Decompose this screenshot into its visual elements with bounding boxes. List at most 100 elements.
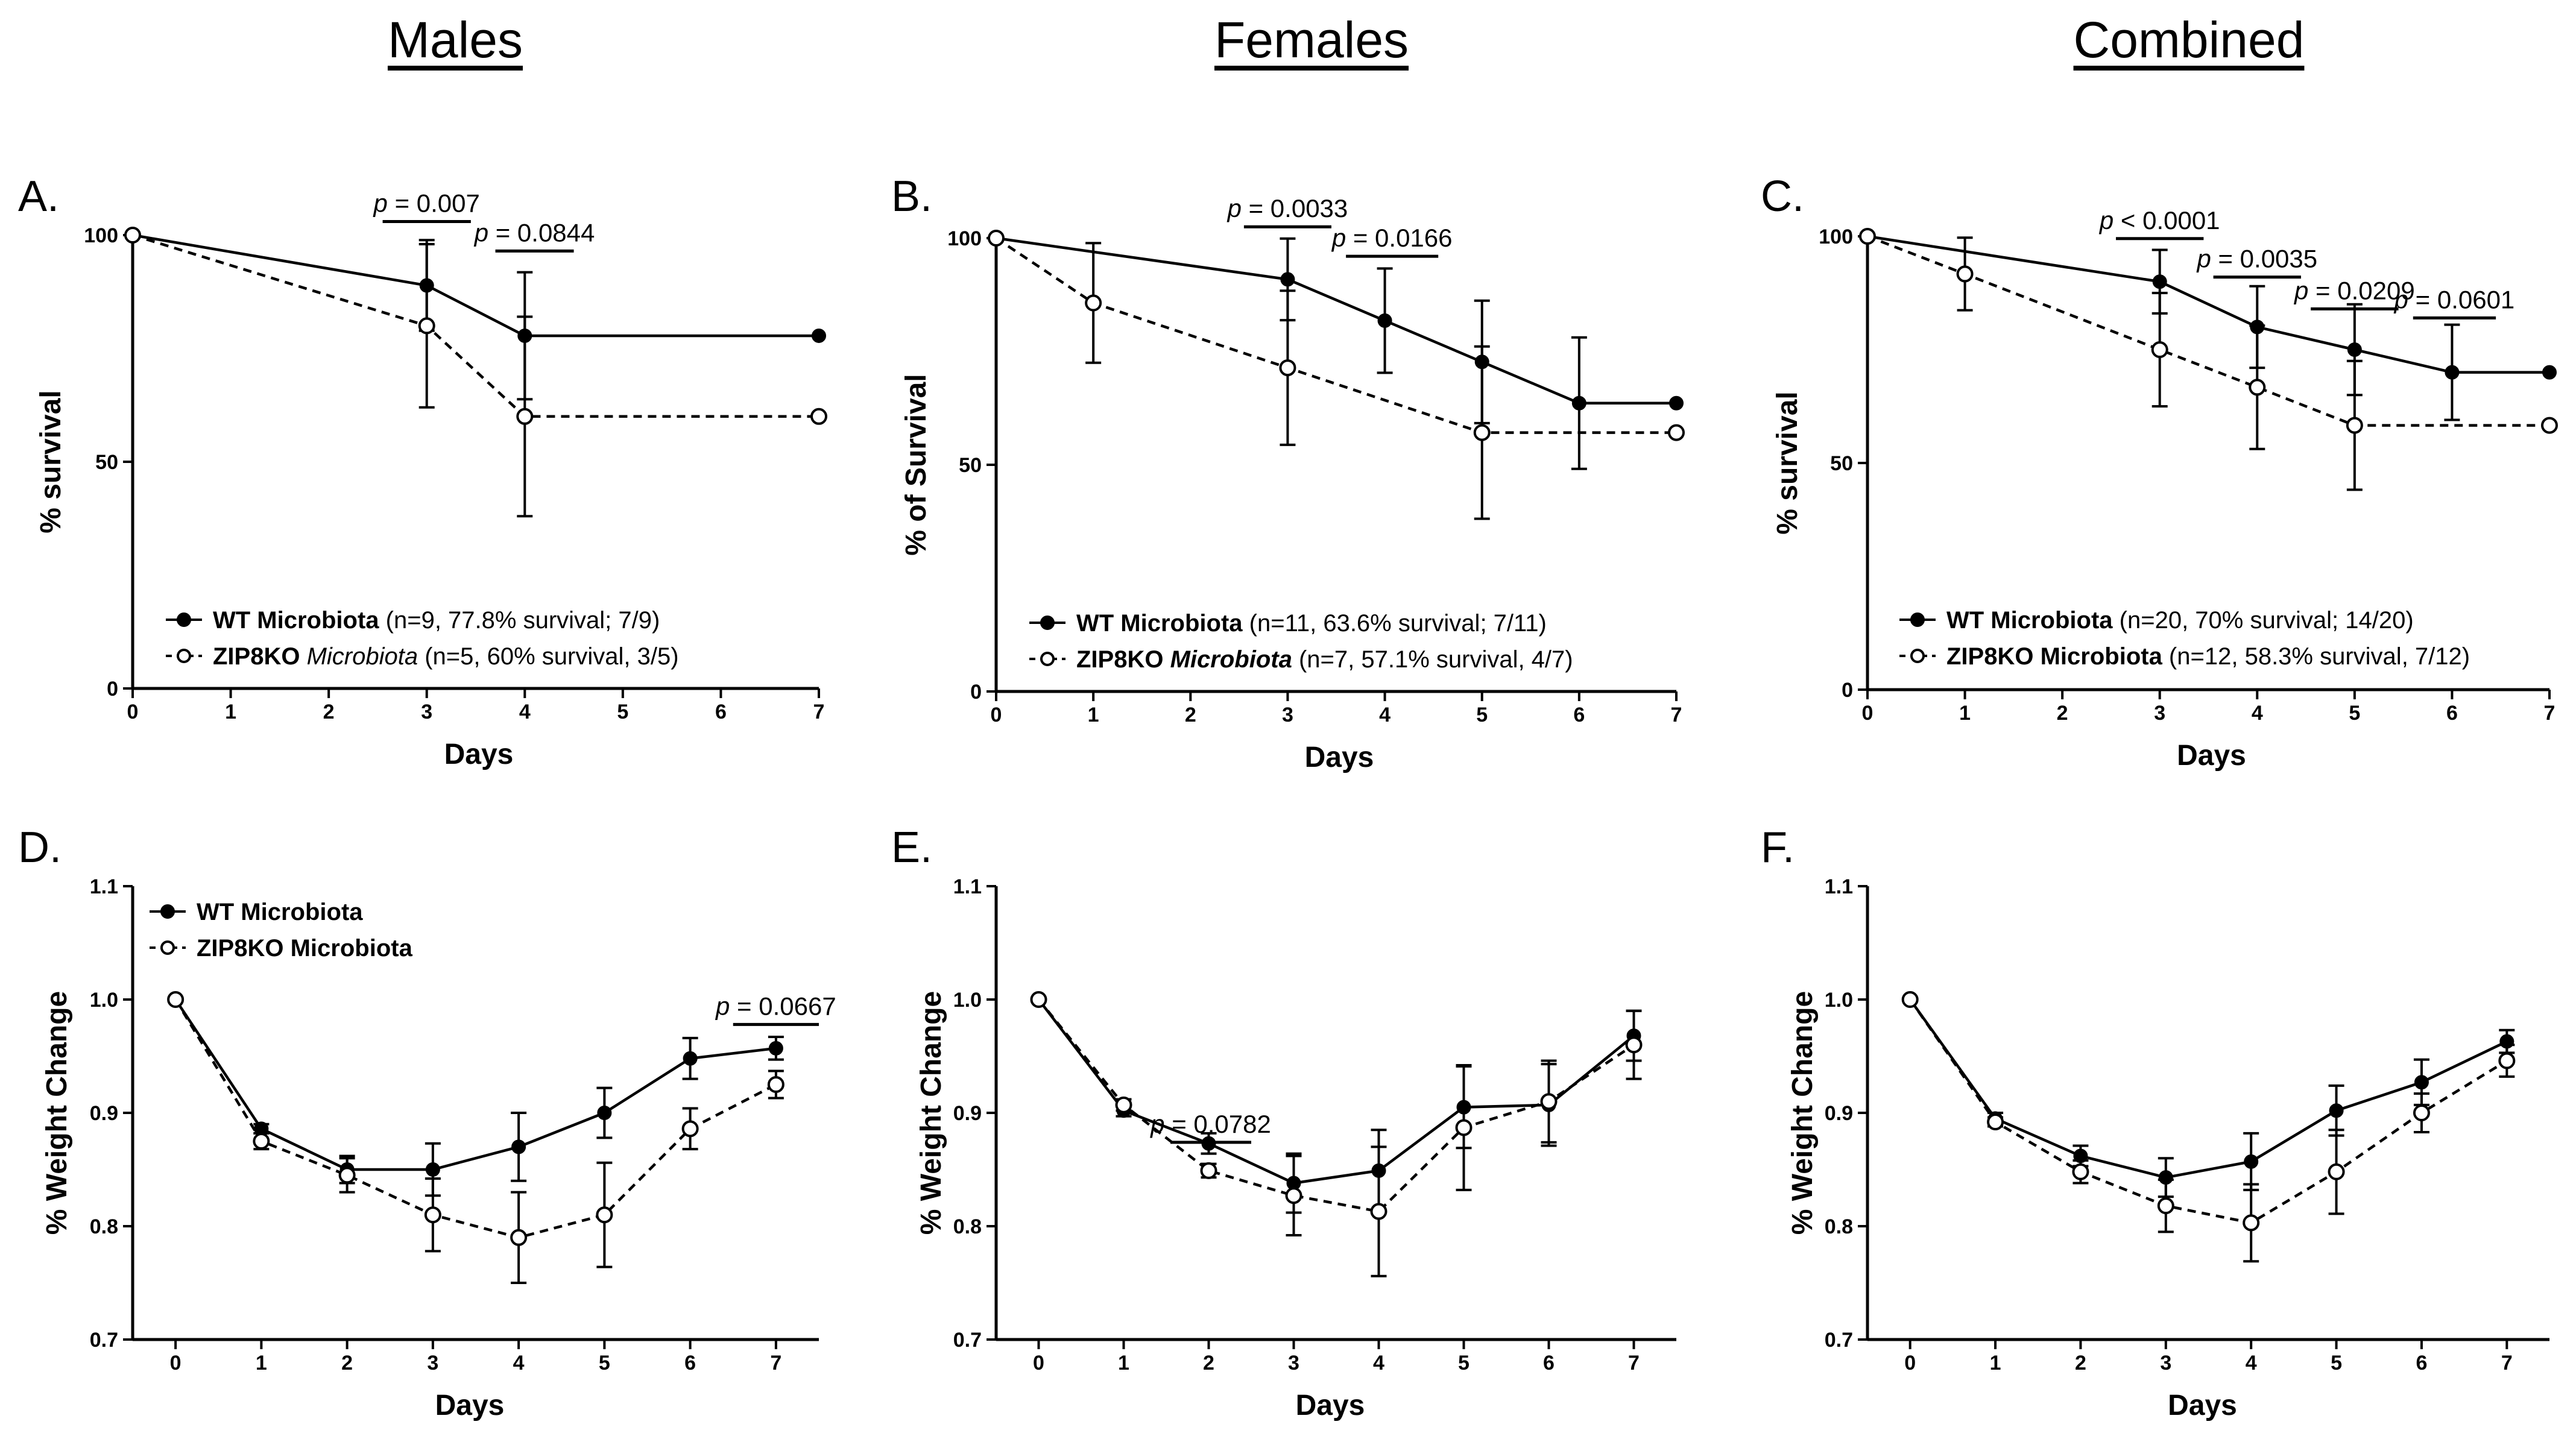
- data-point-zip8ko: [2541, 417, 2558, 434]
- data-point-zip8ko: [1200, 1162, 1217, 1179]
- x-tick-label: 4: [519, 701, 531, 723]
- data-point-zip8ko: [2151, 341, 2168, 358]
- x-tick-label: 2: [341, 1352, 353, 1374]
- legend-marker: [1910, 612, 1925, 627]
- panel-label-E: E.: [891, 823, 932, 872]
- x-tick-label: 4: [2252, 702, 2263, 725]
- y-tick-label: 50: [1830, 452, 1853, 475]
- x-tick-label: 7: [1628, 1352, 1640, 1374]
- data-point-zip8ko: [1455, 1119, 1473, 1136]
- y-tick-label: 0.8: [953, 1215, 982, 1238]
- y-axis-title: % Weight Change: [41, 991, 73, 1235]
- column-title-combined: Combined: [2073, 11, 2305, 68]
- y-tick-label: 1.1: [90, 875, 118, 898]
- data-point-wt: [768, 1041, 783, 1056]
- legend-entry-wt: WT Microbiota (n=9, 77.8% survival; 7/9): [213, 607, 660, 634]
- y-tick-label: 50: [95, 451, 118, 474]
- p-value-label: p = 0.0035: [2196, 245, 2317, 273]
- y-tick-label: 1.1: [1825, 875, 1853, 898]
- x-tick-label: 1: [1959, 702, 1971, 725]
- x-tick-label: 1: [1990, 1352, 2001, 1374]
- x-tick-label: 7: [2501, 1352, 2513, 1374]
- p-value-text: = 0.0601: [2408, 285, 2514, 313]
- p-symbol: p: [1331, 224, 1346, 252]
- series-line-wt: [174, 998, 777, 1171]
- legend-marker: [160, 904, 175, 919]
- p-value-label: p = 0.0166: [1331, 224, 1453, 252]
- data-point-wt: [1377, 313, 1392, 328]
- data-point-zip8ko: [1085, 294, 1102, 312]
- p-value-text: = 0.0667: [730, 992, 836, 1020]
- data-point-wt: [2329, 1103, 2344, 1118]
- y-tick-label: 0.8: [1825, 1215, 1853, 1238]
- legend-detail-text: (n=12, 58.3% survival, 7/12): [2162, 643, 2470, 670]
- x-tick-label: 4: [1373, 1352, 1384, 1374]
- panel-label-C: C.: [1761, 172, 1804, 221]
- legend-detail-text: (n=7, 57.1% survival, 4/7): [1292, 646, 1573, 673]
- data-point-zip8ko: [1473, 424, 1491, 441]
- y-axis-title: % Weight Change: [915, 991, 947, 1235]
- x-tick-label: 3: [1288, 1352, 1299, 1374]
- panel-label-F: F.: [1761, 823, 1795, 872]
- panel-label-B: B.: [891, 172, 932, 221]
- data-point-zip8ko: [1859, 228, 1876, 245]
- y-tick-label: 1.0: [953, 989, 982, 1012]
- p-value-text: = 0.0209: [2308, 276, 2414, 304]
- p-symbol: p: [373, 189, 388, 217]
- data-point-zip8ko: [1901, 991, 1919, 1008]
- legend-italic-text: Microbiota: [307, 643, 418, 670]
- x-tick-label: 6: [684, 1352, 696, 1374]
- data-point-zip8ko: [2072, 1163, 2089, 1180]
- x-tick-label: 5: [1458, 1352, 1470, 1374]
- data-point-zip8ko: [988, 230, 1005, 247]
- legend-detail-text: (n=11, 63.6% survival; 7/11): [1243, 610, 1547, 637]
- data-point-wt: [2414, 1075, 2429, 1090]
- x-tick-label: 6: [1573, 704, 1585, 726]
- y-tick-label: 0.7: [90, 1329, 118, 1352]
- x-tick-label: 0: [1862, 702, 1874, 725]
- data-point-wt: [1571, 395, 1586, 411]
- y-tick-label: 100: [84, 224, 118, 247]
- x-tick-label: 4: [513, 1352, 525, 1374]
- legend-entry: ZIP8KO Microbiota: [197, 935, 413, 962]
- x-tick-label: 1: [1118, 1352, 1129, 1374]
- y-tick-label: 0.8: [90, 1215, 118, 1238]
- y-tick-label: 0: [107, 678, 118, 701]
- y-tick-label: 0.7: [1825, 1329, 1853, 1352]
- x-tick-label: 3: [2154, 702, 2165, 725]
- p-symbol: p: [2393, 285, 2408, 313]
- y-tick-label: 100: [947, 227, 982, 250]
- legend-entry-zip8ko: ZIP8KO Microbiota (n=12, 58.3% survival,…: [1946, 643, 2470, 670]
- x-tick-label: 0: [1904, 1352, 1916, 1374]
- x-axis-title: Days: [2168, 1390, 2237, 1422]
- data-point-zip8ko: [167, 991, 185, 1008]
- data-point-zip8ko: [810, 408, 827, 425]
- series-line-zip8ko: [1908, 998, 2508, 1224]
- p-value-text: = 0.0844: [488, 218, 595, 247]
- legend-marker: [160, 940, 175, 955]
- data-point-zip8ko: [767, 1076, 784, 1093]
- data-point-zip8ko: [1370, 1203, 1387, 1220]
- legend-detail-text: (n=5, 60% survival, 3/5): [418, 643, 678, 670]
- legend-marker: [1910, 649, 1925, 663]
- series-line-wt: [996, 236, 1676, 405]
- data-point-wt: [2445, 365, 2460, 380]
- p-value-text: < 0.0001: [2114, 206, 2220, 235]
- data-point-wt: [1669, 395, 1684, 411]
- series-line-wt: [1867, 235, 2549, 374]
- data-point-zip8ko: [124, 227, 141, 244]
- x-axis-title: Days: [435, 1390, 505, 1422]
- p-symbol: p: [1226, 194, 1242, 222]
- x-tick-label: 5: [617, 701, 628, 723]
- data-point-zip8ko: [596, 1206, 613, 1224]
- data-point-zip8ko: [2346, 417, 2363, 434]
- data-point-zip8ko: [2249, 379, 2266, 396]
- x-tick-label: 6: [2416, 1352, 2427, 1374]
- x-axis-title: Days: [2177, 740, 2246, 772]
- x-tick-label: 2: [2057, 702, 2068, 725]
- data-point-wt: [2152, 274, 2167, 289]
- legend-bold-text: ZIP8KO: [1076, 646, 1170, 673]
- legend-entry: WT Microbiota: [197, 899, 363, 925]
